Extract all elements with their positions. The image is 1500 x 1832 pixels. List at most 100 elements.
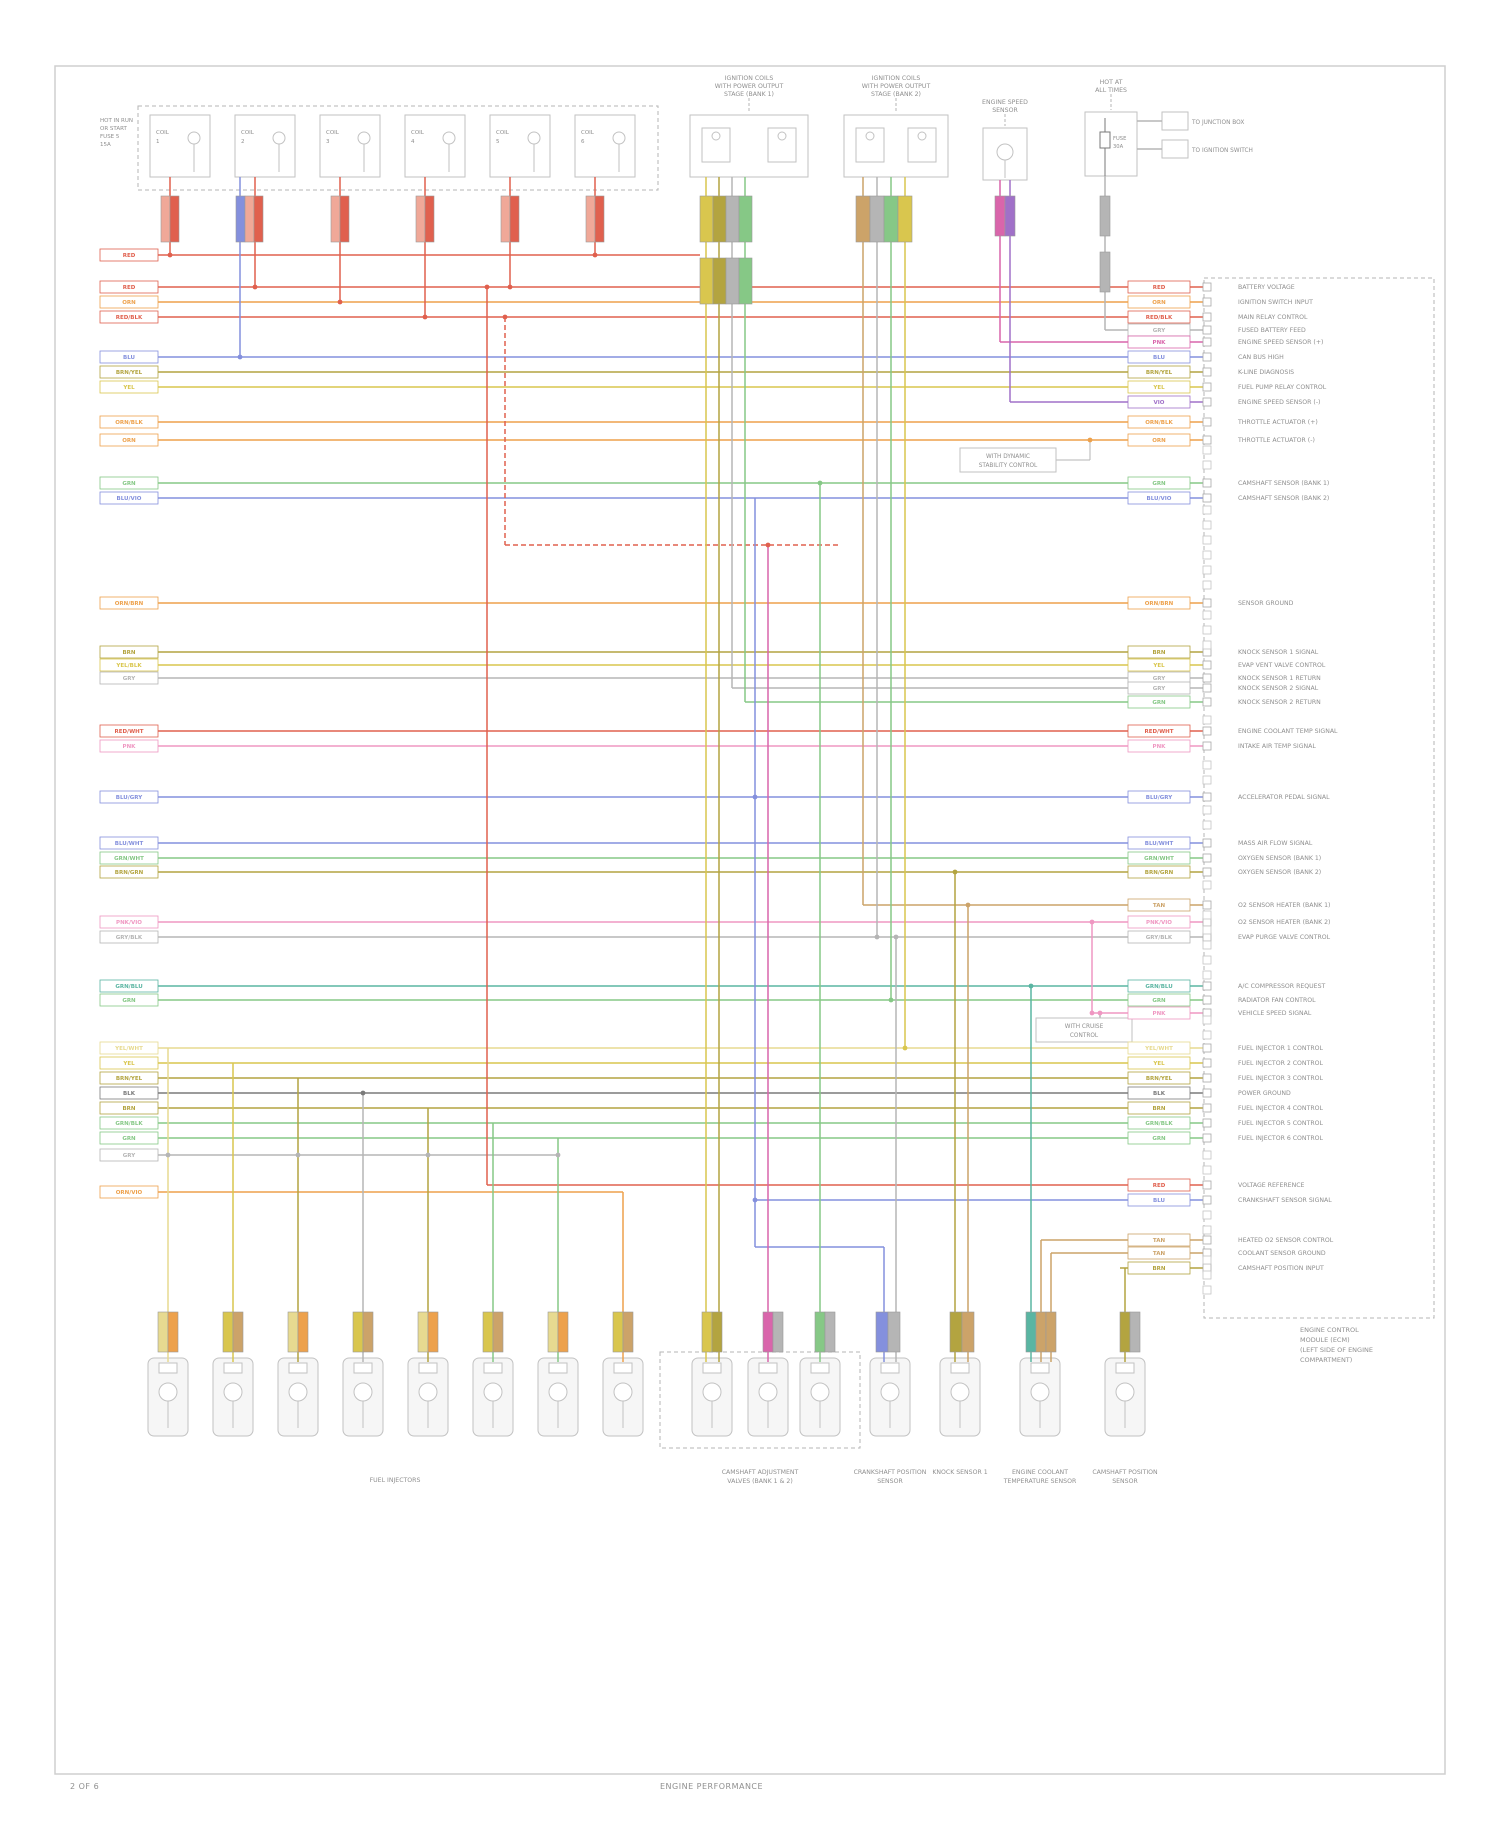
connector-strip [1025,1311,1037,1353]
wire-code: GRY [123,1153,136,1159]
component-label: CAMSHAFT ADJUSTMENT [722,1469,799,1476]
wire-code-box [1127,915,1191,929]
coil-label: COIL [411,130,425,136]
ecm-pin [1202,900,1212,910]
connector-strip [814,1311,826,1353]
wire-code: GRN/BLU [115,984,142,990]
component-connector [810,1362,830,1374]
junction-dot [893,934,899,940]
junction-dot [425,1152,431,1158]
ecm-pin-label: THROTTLE ACTUATOR (+) [1237,419,1318,426]
wire-code: PNK [123,744,137,750]
component-glyph [701,127,731,163]
junction-dot [902,1045,908,1051]
junction-dot [502,314,508,320]
coil-number: 1 [156,139,160,145]
wire-code: GRY [1153,676,1166,682]
coil-label: COIL [496,130,510,136]
footer-page-number: 2 OF 6 [70,1782,100,1791]
ecm-pin-label: A/C COMPRESSOR REQUEST [1238,983,1326,990]
ecm-pin [1202,1043,1212,1053]
ecm-pin [1202,1235,1212,1245]
connector-strip [1035,1311,1047,1353]
bank-header: WITH POWER OUTPUT [715,83,784,90]
wire-code-box [1127,836,1191,850]
connector-strip [887,1311,901,1353]
junction-dot [1028,983,1034,989]
ecm-pin-empty [1202,1165,1212,1175]
connector-strip [244,195,255,243]
ecm-pin-empty [1202,805,1212,815]
ecm-pin [1202,673,1212,683]
connector-strip [961,1311,975,1353]
connector-strip [330,195,341,243]
wire-code: TAN [1153,1238,1166,1244]
ecm-pin-label: VOLTAGE REFERENCE [1238,1182,1305,1189]
connector-strip [711,1311,723,1353]
ecm-pin-empty [1202,1015,1212,1025]
wire-code: BRN/YEL [1146,370,1173,376]
wire-code-box [99,993,159,1007]
ecm-pin-empty [1202,1150,1212,1160]
component-connector [702,1362,722,1374]
wire-code: YEL [1152,1061,1165,1067]
connector-strip [362,1311,374,1353]
wire-code: BRN [1152,650,1165,656]
wire-code: PNK [1153,340,1167,346]
connector-strip [738,257,753,305]
wire-code-box [1127,1261,1191,1275]
connector-strip [1129,1311,1141,1353]
connector-strip [622,1311,634,1353]
wire-code-box [1127,1006,1191,1020]
ignition-coil [574,114,636,178]
wire-code-box [1127,1246,1191,1260]
component-glyph [855,127,885,163]
ecm-pin [1202,367,1212,377]
ecm-pin-empty [1202,940,1212,950]
junction-dot [484,284,490,290]
wire-code: GRN [1152,1136,1166,1142]
component-label: KNOCK SENSOR 1 [932,1469,987,1476]
junction-dot [888,997,894,1003]
ecm-pin-label: ENGINE SPEED SENSOR (+) [1238,339,1323,346]
ecm-pin [1202,1195,1212,1205]
wire-code: BRN/YEL [116,370,143,376]
connector-strip [287,1311,299,1353]
coil-label: COIL [156,130,170,136]
wire-code-box [99,1086,159,1100]
wire-code-box [99,1071,159,1085]
ecm-pin [1202,297,1212,307]
wire-code-box [1127,415,1191,429]
component-glyph [223,1382,243,1402]
junction-dot [752,794,758,800]
connector-strip [232,1311,244,1353]
ecm-pin-empty [1202,820,1212,830]
ecm-pin-label: FUEL PUMP RELAY CONTROL [1238,384,1327,391]
connector-strip [725,257,740,305]
note-text: CONTROL [1070,1033,1099,1039]
component-connector [758,1362,778,1374]
connector-strip [875,1311,889,1353]
wire-code: BLK [1153,1091,1166,1097]
ecm-pin [1202,598,1212,608]
wire-code-box [1127,1193,1191,1207]
wire-code: GRY [1153,328,1166,334]
component-connector [483,1362,503,1374]
wire-code: GRN/BLU [1145,984,1172,990]
connector-strip [701,1311,713,1353]
connector-strip [235,195,246,243]
wire-code-box [99,295,159,309]
wire-code-box [1127,1071,1191,1085]
power-feed-label: HOT IN RUN [100,118,133,124]
ecm-pin [1202,282,1212,292]
wire-code: TAN [1153,903,1166,909]
ecm-pin-label: O2 SENSOR HEATER (BANK 1) [1238,902,1330,909]
ecm-pin-empty [1202,1210,1212,1220]
component-label: CRANKSHAFT POSITION [854,1469,927,1476]
connector-strip [509,195,520,243]
wire-code: GRY [123,676,136,682]
wire-code: BLU [1153,355,1165,361]
ecm-pin-empty [1202,1255,1212,1265]
wire-code-box [99,365,159,379]
